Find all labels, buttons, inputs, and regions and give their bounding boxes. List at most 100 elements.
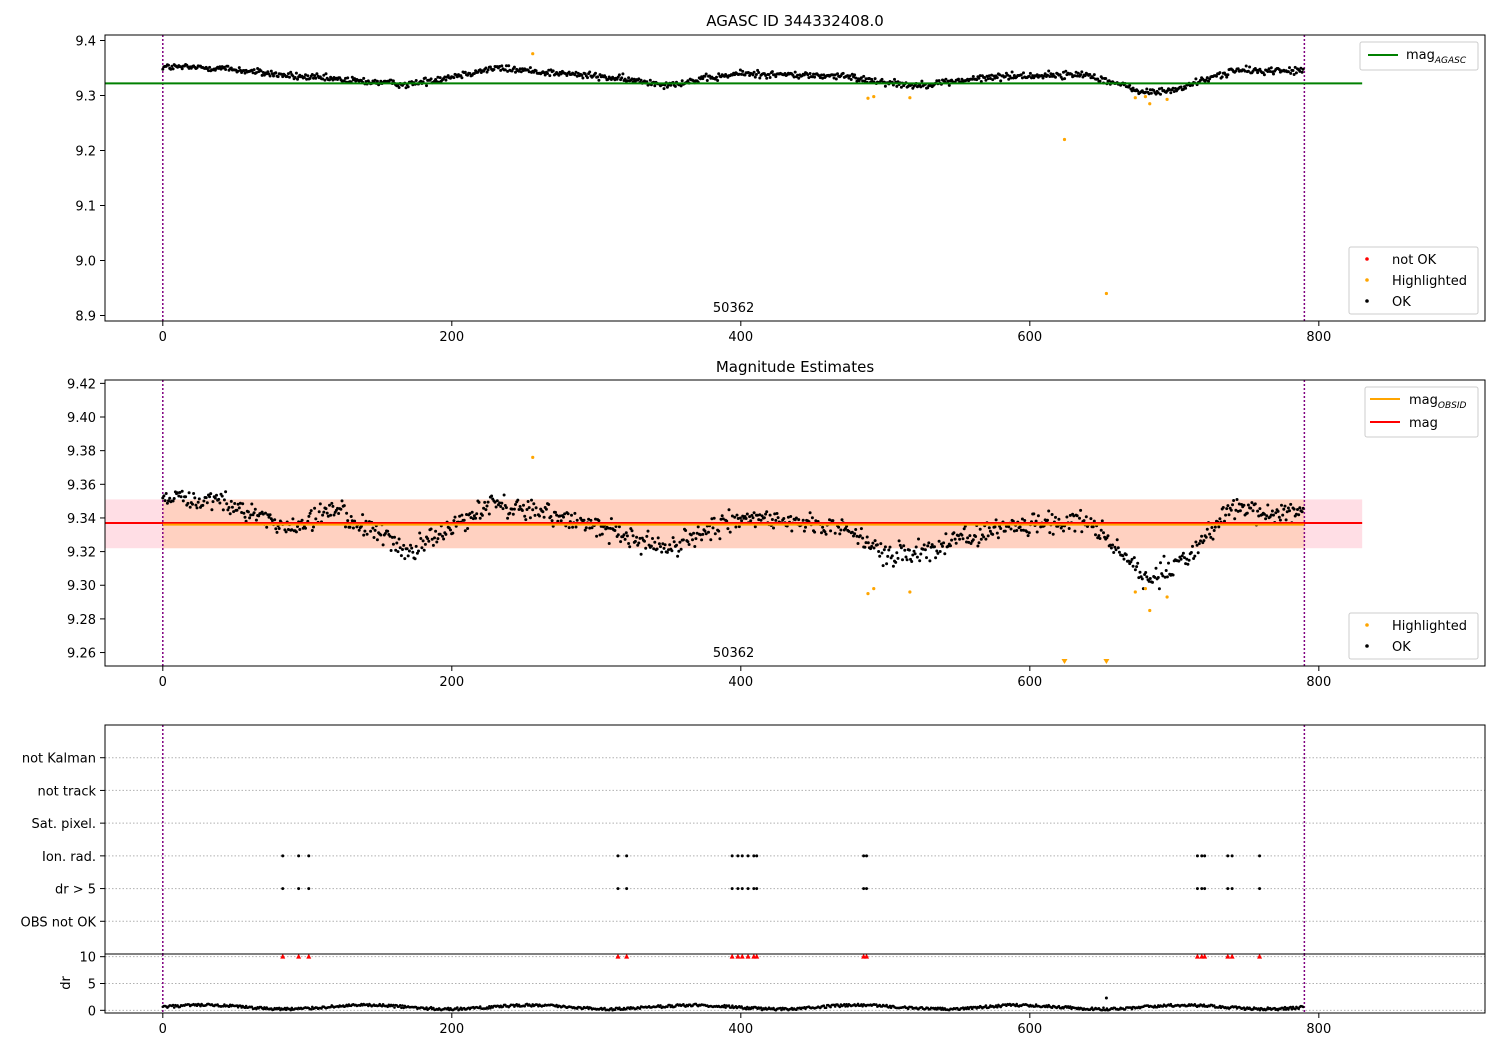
ok-point <box>1003 529 1007 533</box>
ok-point <box>449 528 452 532</box>
ok-point <box>1165 575 1169 579</box>
ok-point <box>332 513 336 517</box>
ok-point <box>510 69 514 73</box>
ok-point <box>209 492 213 496</box>
flag-point <box>297 854 301 858</box>
ok-point <box>1299 66 1303 70</box>
ok-point <box>403 557 407 561</box>
ok-point <box>273 518 277 522</box>
flag-point <box>752 854 756 858</box>
ok-point <box>918 559 922 563</box>
ok-point <box>1048 531 1052 535</box>
ok-point <box>1098 537 1102 540</box>
ok-point <box>1288 66 1291 70</box>
ok-point <box>1048 75 1052 78</box>
ok-point <box>1283 504 1287 508</box>
ok-point <box>836 72 839 76</box>
ok-point <box>1073 74 1077 78</box>
ok-point <box>831 73 835 77</box>
ok-point <box>672 540 676 544</box>
ok-point <box>179 495 183 499</box>
ok-point <box>1167 561 1170 565</box>
ok-point <box>321 77 325 81</box>
highlighted-point <box>1148 102 1152 106</box>
ok-point <box>1300 70 1304 74</box>
ok-point <box>1079 73 1083 77</box>
ok-point <box>346 76 350 80</box>
ok-point <box>1277 515 1281 519</box>
ok-point <box>1084 515 1088 519</box>
ok-point <box>429 527 433 531</box>
ok-point <box>1011 76 1015 80</box>
flag-category-label: OBS not OK <box>21 915 97 930</box>
ok-point <box>844 527 847 530</box>
ok-point <box>1286 506 1290 510</box>
ok-point <box>1132 556 1136 560</box>
ok-point <box>371 526 375 530</box>
ok-point <box>527 506 531 510</box>
flag-point <box>307 887 311 891</box>
ok-point <box>668 543 672 547</box>
ok-point <box>1063 77 1067 81</box>
ok-point <box>772 526 775 530</box>
ok-point <box>1211 537 1215 541</box>
dr-outlier-point <box>1104 996 1108 1000</box>
ok-point <box>241 502 245 506</box>
ok-point <box>469 516 473 520</box>
ok-point <box>208 65 212 69</box>
ok-point <box>639 78 643 82</box>
ok-point <box>548 74 552 78</box>
ok-point <box>808 72 812 75</box>
ok-point <box>758 513 762 517</box>
legend-ok-swatch <box>1365 644 1369 648</box>
ok-point <box>363 529 367 533</box>
ok-point <box>970 77 974 81</box>
ok-point <box>786 515 790 519</box>
ok-point <box>229 499 233 503</box>
ok-point <box>840 518 844 522</box>
ok-point <box>570 513 573 517</box>
flag-point <box>281 887 285 891</box>
ok-point <box>888 545 892 549</box>
ok-point <box>486 68 490 72</box>
ok-point <box>221 508 225 512</box>
x-tick-label: 800 <box>1306 1022 1331 1037</box>
dr-exceed-marker <box>1202 953 1208 959</box>
ok-point <box>752 511 756 515</box>
ok-point <box>551 69 555 73</box>
ok-point <box>202 499 206 503</box>
ok-point <box>758 76 762 80</box>
ok-point <box>1226 73 1230 77</box>
ok-point <box>895 84 899 88</box>
ok-point <box>818 76 822 80</box>
ok-point <box>598 533 602 537</box>
ok-point <box>559 519 563 523</box>
panel1-legend-lower: not OK Highlighted OK <box>1348 246 1479 315</box>
ok-point <box>1225 75 1229 79</box>
ok-point <box>707 530 710 534</box>
dr-point <box>386 1005 390 1009</box>
ok-point <box>822 73 826 77</box>
ok-point <box>1196 551 1200 555</box>
ok-point <box>737 72 741 76</box>
ok-point <box>379 533 383 537</box>
ok-point <box>944 77 948 81</box>
ok-point <box>1209 535 1213 539</box>
ok-point <box>1256 509 1260 513</box>
ok-point <box>224 490 228 494</box>
ok-point <box>631 534 635 538</box>
ok-point <box>1043 72 1047 76</box>
ok-point <box>689 533 693 537</box>
ok-point <box>211 500 215 504</box>
ok-point <box>979 537 983 541</box>
ok-point <box>1181 87 1185 91</box>
ok-point <box>880 77 884 81</box>
ok-point <box>738 68 742 72</box>
ok-point <box>1288 509 1291 513</box>
ok-point <box>1173 87 1177 90</box>
ok-point <box>237 66 241 70</box>
ok-point <box>667 548 670 552</box>
ok-point <box>379 79 383 83</box>
ok-point <box>567 526 571 530</box>
dr-point <box>860 1003 863 1006</box>
